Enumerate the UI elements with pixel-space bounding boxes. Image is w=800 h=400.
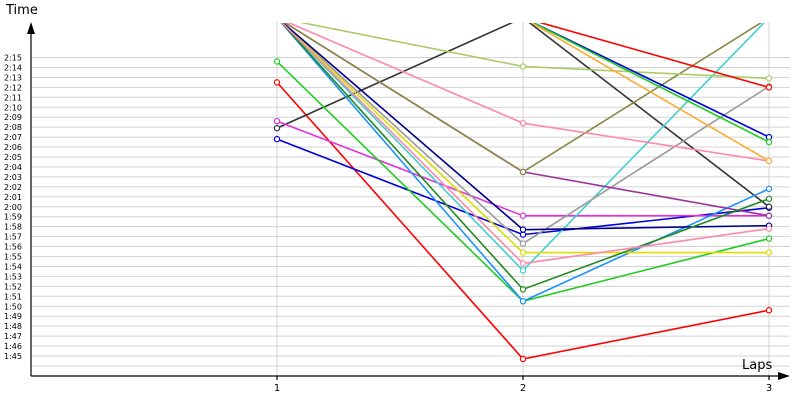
y-tick-label: 1:53 xyxy=(4,272,22,281)
series-line xyxy=(531,23,770,143)
y-tick-label: 1:48 xyxy=(4,322,22,331)
data-point xyxy=(519,168,527,176)
data-point xyxy=(519,212,527,219)
data-point xyxy=(519,119,527,127)
y-axis-label: Time xyxy=(5,3,38,18)
data-point xyxy=(519,63,527,70)
data-point xyxy=(765,138,773,146)
data-point xyxy=(765,249,773,256)
y-tick-label: 1:45 xyxy=(4,352,22,361)
data-point xyxy=(765,157,773,165)
y-tick-label: 2:10 xyxy=(4,103,22,112)
x-tick-labels: 1 2 3 xyxy=(274,383,772,394)
data-point xyxy=(765,212,773,219)
series-line xyxy=(538,23,770,89)
data-points xyxy=(273,58,773,363)
data-point xyxy=(273,124,281,132)
data-point xyxy=(765,307,773,314)
y-tick-label: 1:51 xyxy=(4,292,22,301)
data-point xyxy=(765,75,773,82)
data-point xyxy=(519,226,527,233)
y-tick-label: 2:08 xyxy=(4,123,22,132)
y-tick-label: 1:57 xyxy=(4,233,22,242)
y-tick-label: 2:03 xyxy=(4,173,22,182)
data-point xyxy=(765,195,773,202)
series-line xyxy=(532,23,770,138)
y-tick-label: 2:06 xyxy=(4,143,22,152)
data-point xyxy=(519,267,527,274)
data-point xyxy=(519,260,527,267)
y-tick-label: 1:46 xyxy=(4,342,22,351)
y-tick-label: 2:15 xyxy=(4,54,22,63)
axes: Time Laps xyxy=(5,3,790,380)
y-tick-label: 2:00 xyxy=(4,203,22,212)
y-tick-label: 2:12 xyxy=(4,83,22,92)
y-tick-label: 1:52 xyxy=(4,282,22,291)
data-point xyxy=(765,185,773,193)
data-point xyxy=(519,355,527,363)
y-tick-label: 1:47 xyxy=(4,332,22,341)
y-tick-label: 2:02 xyxy=(4,183,22,192)
y-tick-label: 1:55 xyxy=(4,253,22,262)
y-tick-label: 1:54 xyxy=(4,262,22,271)
y-tick-label: 2:01 xyxy=(4,193,22,202)
data-point xyxy=(765,203,773,210)
data-point xyxy=(273,58,281,65)
y-tick-label: 1:49 xyxy=(4,312,22,321)
x-axis-label: Laps xyxy=(742,358,772,373)
x-tick-label: 3 xyxy=(766,383,772,394)
data-point xyxy=(273,117,281,125)
y-tick-label: 2:07 xyxy=(4,133,22,142)
x-tick-label: 1 xyxy=(274,383,280,394)
data-point xyxy=(519,286,527,293)
y-tick-label: 1:59 xyxy=(4,213,22,222)
data-point xyxy=(765,235,773,242)
x-tick-label: 2 xyxy=(520,383,526,394)
data-point xyxy=(765,84,773,91)
data-point xyxy=(519,249,527,256)
data-point xyxy=(273,135,281,143)
y-axis-arrow-icon xyxy=(27,22,35,34)
y-tick-label: 1:56 xyxy=(4,243,22,252)
y-tick-label: 2:11 xyxy=(4,93,22,102)
y-tick-label: 1:50 xyxy=(4,302,22,311)
data-point xyxy=(765,225,773,232)
data-point xyxy=(273,79,281,86)
data-point xyxy=(519,298,527,305)
y-tick-label: 2:13 xyxy=(4,73,22,82)
data-point xyxy=(519,240,527,247)
series-line xyxy=(530,23,770,162)
y-tick-label: 1:58 xyxy=(4,223,22,232)
y-tick-labels: 1:451:461:471:481:491:501:511:521:531:54… xyxy=(4,54,22,362)
y-tick-label: 2:14 xyxy=(4,63,22,72)
series-line xyxy=(276,23,770,208)
y-tick-label: 2:04 xyxy=(4,163,22,172)
y-tick-label: 2:05 xyxy=(4,153,22,162)
y-tick-label: 2:09 xyxy=(4,113,22,122)
x-axis-arrow-icon xyxy=(778,372,790,380)
